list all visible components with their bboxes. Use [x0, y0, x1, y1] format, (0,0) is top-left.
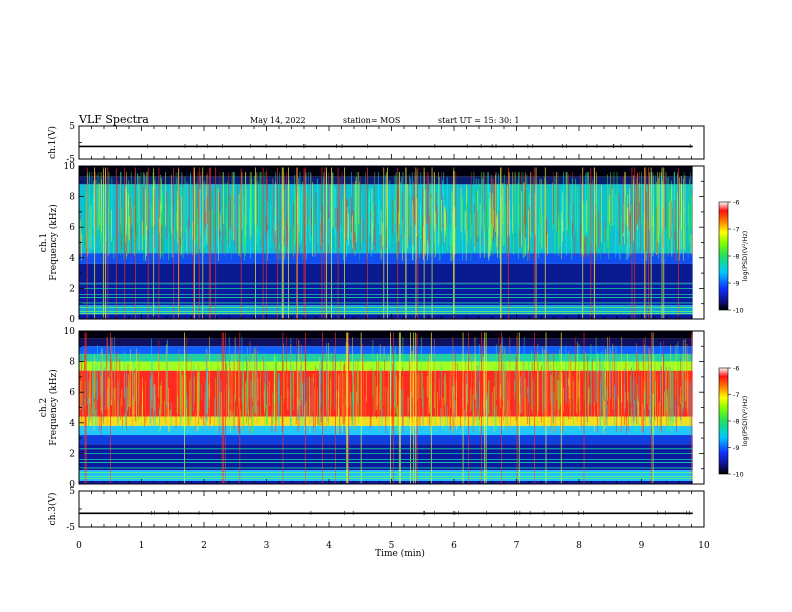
spectrogram-band [79, 338, 693, 347]
ch2-spec-spectrogram-image [79, 331, 693, 484]
x-tick-label: 3 [264, 541, 270, 551]
start-time-label: start UT = 15: 30: 1 [438, 116, 519, 125]
spectrogram-band [79, 435, 693, 445]
spectrogram-band [79, 305, 693, 315]
ch2-spec-y-tick-label: 4 [69, 419, 75, 429]
no-data-area [692, 331, 704, 484]
ch3-voltage-y-tick-label: -5 [66, 523, 75, 533]
x-tick-label: 9 [639, 541, 645, 551]
x-tick-label: 1 [139, 541, 145, 551]
ch1-spectrogram-panel: 0 2 4 6 8 10 ch.1 Frequency (kHz) [39, 162, 705, 325]
x-tick-label: 10 [698, 541, 710, 551]
station-label: station= MOS [343, 116, 400, 125]
ch2-colorbar-tick-label: -6 [733, 365, 739, 373]
ch2-spec-y-axis-label: Frequency (kHz) [48, 369, 59, 446]
ch3-voltage-y-axis-label: ch.3(V) [47, 493, 58, 526]
ch2-spec-y-tick-label: 8 [69, 358, 75, 368]
ch1-spec-spectrogram-image [79, 166, 693, 319]
ch2-colorbar-tick-label: -9 [733, 444, 739, 452]
x-tick-label: 6 [451, 541, 457, 551]
ch1-colorbar-tick-label: -6 [733, 199, 739, 207]
ch1-spec-y-tick-label: 8 [69, 193, 75, 203]
ch2-colorbar-tick-label: -7 [733, 391, 739, 399]
x-tick-label: 4 [326, 541, 332, 551]
ch2-colorbar-tick-label: -8 [733, 418, 739, 426]
spectrogram-band [79, 166, 693, 177]
x-axis-label: Time (min) [375, 548, 425, 559]
ch2-colorbar-scale [718, 367, 729, 475]
date-label: May 14, 2022 [250, 116, 306, 125]
ch1-spec-y-axis-label: Frequency (kHz) [48, 204, 59, 281]
spectrogram-band [79, 353, 693, 362]
ch2-spec-channel-label: ch.2 [39, 398, 49, 417]
ch1-spec-y-tick-label: 4 [69, 254, 75, 264]
x-tick-label: 2 [201, 541, 207, 551]
ch1-voltage-y-tick-label: -5 [66, 155, 75, 165]
spectrogram-band [79, 282, 693, 306]
x-tick-label: 8 [576, 541, 582, 551]
ch2-colorbar: -6 -7 -8 -9 -10 log(PSD)(V²/Hz) [718, 365, 749, 479]
ch1-spec-y-tick-label: 0 [69, 315, 75, 325]
ch1-colorbar-scale [718, 201, 729, 311]
ch2-colorbar-label: log(PSD)(V²/Hz) [741, 396, 749, 447]
figure-title: VLF Spectra [78, 113, 149, 126]
ch1-voltage-y-tick-label: 5 [69, 122, 75, 132]
ch3-voltage-panel: 5 -5 ch.3(V) [47, 487, 705, 533]
spectrogram-band [79, 444, 693, 471]
ch2-spec-y-tick-label: 6 [69, 388, 75, 398]
ch1-spec-y-tick-label: 6 [69, 223, 75, 233]
ch2-spectrogram-panel: 0 2 4 6 8 10 ch.2 Frequency (kHz) [39, 327, 705, 490]
ch1-colorbar-tick-label: -8 [733, 253, 739, 261]
spectrogram-band [79, 470, 693, 481]
ch2-spec-y-tick-label: 10 [64, 327, 76, 337]
ch1-colorbar-tick-label: -9 [733, 280, 739, 288]
ch1-voltage-y-axis-label: ch.1(V) [47, 126, 58, 159]
panel-frame [78, 490, 705, 528]
spectrogram-band [79, 346, 693, 354]
spectrogram-band [79, 263, 693, 283]
ch1-spec-y-tick-label: 10 [64, 162, 76, 172]
time-axis: 0 1 2 3 4 5 6 7 8 9 10 [76, 541, 710, 551]
x-tick-label: 5 [389, 541, 395, 551]
ch1-colorbar-label: log(PSD)(V²/Hz) [741, 231, 749, 282]
ch1-spec-channel-label: ch.1 [39, 233, 49, 252]
ch1-colorbar: -6 -7 -8 -9 -10 log(PSD)(V²/Hz) [718, 199, 749, 315]
spectrogram-band [79, 331, 693, 339]
spectrogram-band [79, 361, 693, 371]
spectrogram-band [79, 480, 693, 484]
ch2-colorbar-tick-label: -10 [733, 471, 744, 479]
ch1-colorbar-tick-label: -10 [733, 307, 744, 315]
no-data-area [692, 166, 704, 319]
ch1-voltage-panel: 5 -5 ch.1(V) [47, 122, 705, 165]
ch2-spec-y-tick-label: 2 [69, 449, 75, 459]
ch1-spec-y-tick-label: 2 [69, 284, 75, 294]
x-tick-label: 0 [76, 541, 82, 551]
ch1-colorbar-tick-label: -7 [733, 226, 739, 234]
spectrogram-band [79, 314, 693, 319]
spectrogram-band [79, 253, 693, 264]
ch3-voltage-y-tick-label: 5 [69, 487, 75, 497]
ch2-spec-y-tick-label: 0 [69, 480, 75, 490]
x-tick-label: 7 [514, 541, 520, 551]
